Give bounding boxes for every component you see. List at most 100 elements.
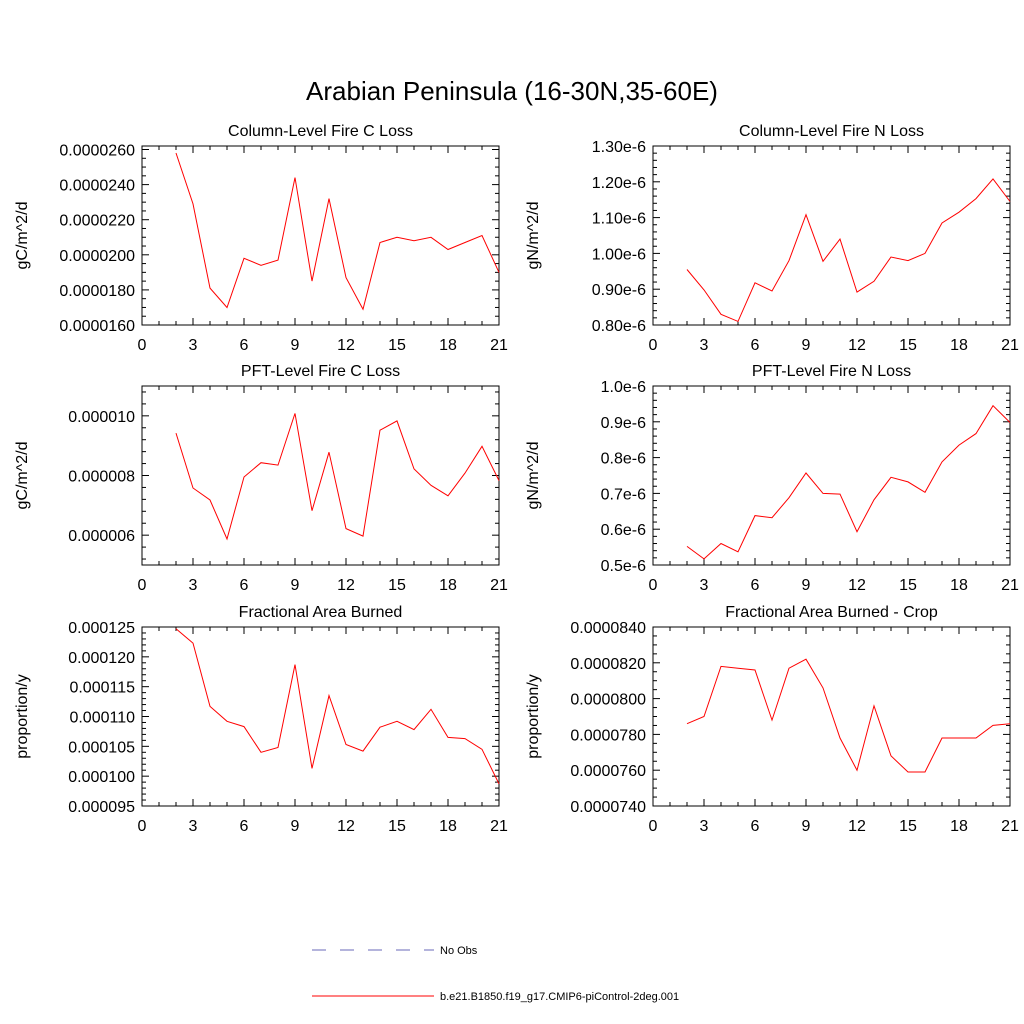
y-tick-label: 0.000008: [68, 469, 135, 486]
y-tick-label: 1.30e-6: [592, 139, 646, 156]
x-tick-label: 15: [388, 818, 406, 835]
series-line: [175, 152, 500, 311]
panel-title: Fractional Area Burned - Crop: [725, 604, 938, 621]
plot-frame: [141, 145, 500, 326]
x-tick-label: 9: [802, 337, 811, 354]
x-tick-label: 3: [189, 577, 198, 594]
x-tick-label: 12: [848, 577, 866, 594]
x-tick-label: 0: [649, 337, 658, 354]
x-tick-label: 12: [848, 337, 866, 354]
y-axis-label: gC/m^2/d: [14, 202, 31, 270]
chart-panel-5: Fractional Area Burned proportion/y 0 3 6 9 12…: [14, 604, 508, 835]
x-tick-label: 9: [802, 577, 811, 594]
x-tick-label: 0: [138, 337, 147, 354]
y-tick-label: 0.000006: [68, 528, 135, 545]
y-tick-label: 0.000100: [68, 769, 135, 786]
panels: Column-Level Fire C Loss gC/m^2/d 0 3 6 9 12 15…: [14, 123, 1019, 835]
chart-panel-1: Column-Level Fire C Loss gC/m^2/d 0 3 6 9 12 15…: [14, 123, 508, 354]
y-axis-label: gC/m^2/d: [14, 442, 31, 510]
y-tick-label: 0.5e-6: [601, 558, 646, 575]
x-tick-label: 0: [649, 577, 658, 594]
legend-label-model: b.e21.B1850.f19_g17.CMIP6-piControl-2deg…: [440, 991, 679, 1003]
panel-title: Column-Level Fire C Loss: [228, 123, 413, 140]
y-tick-label: 0.0000200: [59, 248, 135, 265]
x-tick-label: 6: [240, 337, 249, 354]
y-tick-label: 0.000120: [68, 650, 135, 667]
x-tick-label: 21: [490, 818, 508, 835]
x-tick-label: 0: [649, 818, 658, 835]
y-tick-label: 0.0000800: [570, 692, 646, 709]
y-tick-label: 0.000095: [68, 799, 135, 816]
y-axis-label: proportion/y: [14, 674, 31, 759]
legend: No Obs b.e21.B1850.f19_g17.CMIP6-piContr…: [312, 945, 679, 1003]
x-tick-label: 21: [1001, 337, 1019, 354]
plot-frame: [141, 385, 500, 566]
y-axis-label: gN/m^2/d: [525, 202, 542, 270]
x-tick-label: 6: [751, 818, 760, 835]
series-line: [686, 178, 1011, 323]
y-tick-label: 0.0000180: [59, 283, 135, 300]
x-tick-label: 18: [950, 818, 968, 835]
y-tick-label: 0.80e-6: [592, 318, 646, 335]
x-tick-label: 3: [700, 337, 709, 354]
y-tick-label: 0.0000740: [570, 799, 646, 816]
y-tick-label: 0.6e-6: [601, 522, 646, 539]
y-tick-label: 0.8e-6: [601, 451, 646, 468]
x-tick-label: 3: [700, 577, 709, 594]
x-tick-label: 0: [138, 577, 147, 594]
x-tick-label: 6: [751, 577, 760, 594]
y-tick-label: 1.20e-6: [592, 175, 646, 192]
x-tick-label: 12: [337, 337, 355, 354]
chart-panel-3: PFT-Level Fire C Loss gC/m^2/d 0 3 6 9 12 15 18 2…: [14, 363, 508, 594]
x-tick-label: 15: [899, 337, 917, 354]
x-tick-label: 9: [802, 818, 811, 835]
y-tick-label: 0.0000820: [570, 656, 646, 673]
y-axis-label: proportion/y: [525, 674, 542, 759]
chart-panel-2: Column-Level Fire N Loss gN/m^2/d 0 3 6 9 12 15…: [525, 123, 1019, 354]
series-line: [686, 658, 1011, 773]
x-tick-label: 12: [337, 818, 355, 835]
x-tick-label: 6: [240, 818, 249, 835]
x-tick-label: 18: [950, 577, 968, 594]
y-tick-label: 1.10e-6: [592, 211, 646, 228]
panel-title: PFT-Level Fire C Loss: [241, 363, 400, 380]
x-tick-label: 0: [138, 818, 147, 835]
x-tick-label: 9: [291, 577, 300, 594]
chart-panel-4: PFT-Level Fire N Loss gN/m^2/d 0 3 6 9 12 15 18 2…: [525, 363, 1019, 594]
y-tick-label: 1.0e-6: [601, 379, 646, 396]
y-tick-label: 0.0000260: [59, 143, 135, 160]
y-tick-label: 0.90e-6: [592, 282, 646, 299]
x-tick-label: 18: [439, 818, 457, 835]
plot-frame: [652, 385, 1011, 566]
y-tick-label: 1.00e-6: [592, 246, 646, 263]
y-tick-label: 0.000115: [69, 680, 135, 697]
panel-title: Column-Level Fire N Loss: [739, 123, 924, 140]
y-tick-label: 0.0000240: [59, 178, 135, 195]
panel-title: Fractional Area Burned: [239, 604, 403, 621]
x-tick-label: 15: [899, 577, 917, 594]
series-line: [175, 628, 500, 785]
y-tick-label: 0.000125: [68, 620, 135, 637]
y-axis-label: gN/m^2/d: [525, 442, 542, 510]
series-line: [686, 404, 1011, 560]
x-tick-label: 3: [700, 818, 709, 835]
figure-title: Arabian Peninsula (16-30N,35-60E): [306, 76, 718, 106]
y-tick-label: 0.0000220: [59, 213, 135, 230]
x-tick-label: 21: [1001, 818, 1019, 835]
x-tick-label: 3: [189, 337, 198, 354]
plot-frame: [652, 145, 1011, 326]
y-tick-label: 0.0000780: [570, 727, 646, 744]
x-tick-label: 15: [388, 337, 406, 354]
x-tick-label: 21: [490, 577, 508, 594]
chart-panel-6: Fractional Area Burned - Crop proportion/…: [525, 604, 1019, 835]
y-tick-label: 0.000110: [69, 710, 135, 727]
x-tick-label: 15: [899, 818, 917, 835]
x-tick-label: 9: [291, 337, 300, 354]
y-tick-label: 0.000105: [68, 739, 135, 756]
y-tick-label: 0.7e-6: [601, 486, 646, 503]
panel-title: PFT-Level Fire N Loss: [752, 363, 911, 380]
x-tick-label: 12: [848, 818, 866, 835]
x-tick-label: 21: [490, 337, 508, 354]
y-tick-label: 0.000010: [68, 409, 135, 426]
